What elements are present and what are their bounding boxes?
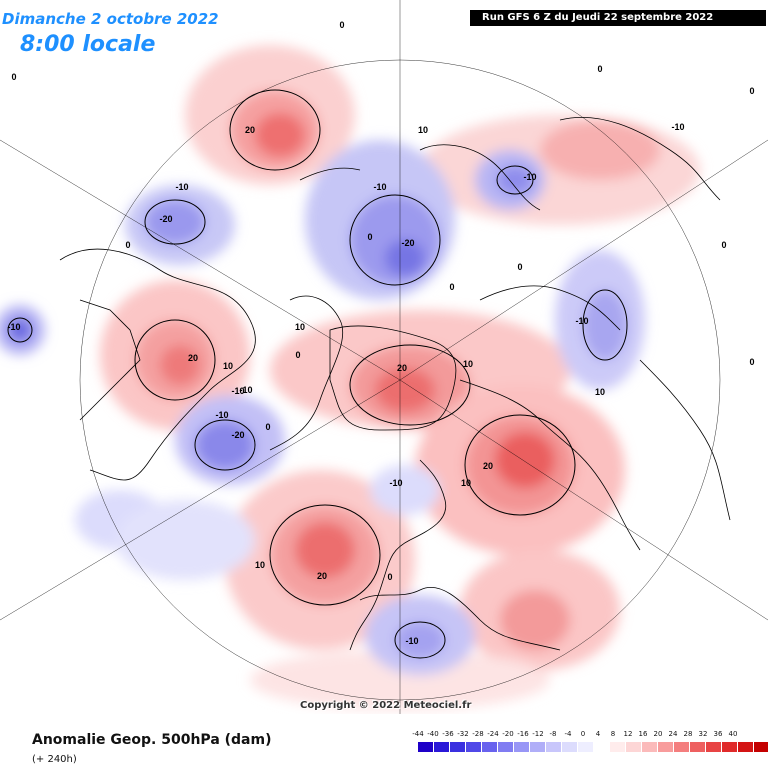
contour-label: 0 [339, 20, 344, 30]
contour-label: 20 [397, 363, 407, 373]
contour-label: 10 [595, 387, 605, 397]
legend-label: 8 [610, 730, 616, 738]
contour-label: 20 [188, 353, 198, 363]
legend-swatch [418, 742, 434, 752]
legend-swatch [434, 742, 450, 752]
contour-label: -10 [389, 478, 402, 488]
map-title: Anomalie Geop. 500hPa (dam) [32, 732, 272, 748]
legend-labels: -44 -40 -36 -32 -28 -24 -20 -16 -12 -8 -4 0 4 8 12 16 20… [412, 730, 746, 740]
coastlines [59, 116, 731, 651]
legend-swatch [546, 742, 562, 752]
contour-label: 0 [597, 64, 602, 74]
legend-swatch [482, 742, 498, 752]
graticule [0, 0, 768, 714]
contour-label: 20 [483, 461, 493, 471]
legend-swatch [578, 742, 594, 752]
legend-swatch [514, 742, 530, 752]
legend-label: -32 [457, 730, 469, 738]
contour-label: -10 [215, 410, 228, 420]
contour-label: 0 [125, 240, 130, 250]
legend-swatch [610, 742, 626, 752]
legend-label: -16 [517, 730, 529, 738]
contours [7, 89, 628, 659]
legend-label: 24 [668, 730, 678, 738]
contour-label: 0 [749, 86, 754, 96]
contour-label: -20 [231, 430, 244, 440]
forecast-time: 8:00 locale [20, 32, 156, 57]
contour-label: -20 [401, 238, 414, 248]
legend-swatch [722, 742, 738, 752]
legend-swatch [562, 742, 578, 752]
anomaly-field [0, 45, 700, 710]
forecast-date: Dimanche 2 octobre 2022 [2, 10, 219, 28]
footer: Anomalie Geop. 500hPa (dam) (+ 240h) -44… [0, 714, 768, 768]
legend-swatch [658, 742, 674, 752]
contour-label: 10 [223, 361, 233, 371]
legend-label: -8 [549, 730, 557, 738]
contour-label: 0 [449, 282, 454, 292]
legend-label: 32 [698, 730, 708, 738]
legend-swatch [626, 742, 642, 752]
contour-label: 0 [721, 240, 726, 250]
legend-label: -40 [427, 730, 439, 738]
run-info: Run GFS 6 Z du Jeudi 22 septembre 2022 [470, 10, 766, 26]
contour-label: 10 [255, 560, 265, 570]
legend-swatch [674, 742, 690, 752]
legend-label: 16 [638, 730, 648, 738]
legend-swatch [642, 742, 658, 752]
contour-label: 10 [418, 125, 428, 135]
legend-label: 12 [623, 730, 633, 738]
legend-label: 0 [580, 730, 586, 738]
contour-label: -10 [405, 636, 418, 646]
legend-label: -12 [532, 730, 544, 738]
contour-label: 0 [265, 422, 270, 432]
legend-label: 28 [683, 730, 693, 738]
legend-label: -28 [472, 730, 484, 738]
contour-label: -20 [159, 214, 172, 224]
legend-label: 20 [653, 730, 663, 738]
legend-swatch [706, 742, 722, 752]
contour-label: 20 [317, 571, 327, 581]
contour-label: 0 [517, 262, 522, 272]
legend-label: -24 [487, 730, 499, 738]
contour-label: -10 [7, 322, 20, 332]
legend-label: -44 [412, 730, 424, 738]
legend-swatch [466, 742, 482, 752]
legend-label: -4 [564, 730, 572, 738]
legend-swatch [738, 742, 754, 752]
legend-swatch [594, 742, 610, 752]
color-legend: -44 -40 -36 -32 -28 -24 -20 -16 -12 -8 -4 0 4 8 12 16 20… [412, 730, 768, 760]
legend-swatch [530, 742, 546, 752]
contour-label: -10 [239, 385, 252, 395]
legend-bar [418, 742, 768, 752]
contour-label: 0 [749, 357, 754, 367]
legend-swatch [498, 742, 514, 752]
contour-label: -10 [523, 172, 536, 182]
contour-label: -10 [231, 386, 244, 396]
contour-label: 0 [11, 72, 16, 82]
contour-label: 10 [463, 359, 473, 369]
legend-swatch [690, 742, 706, 752]
contour-label: 0 [367, 232, 372, 242]
contour-label: 0 [387, 572, 392, 582]
contour-label: 10 [461, 478, 471, 488]
contour-label: -10 [575, 316, 588, 326]
contour-label: -10 [175, 182, 188, 192]
contour-label: -10 [671, 122, 684, 132]
legend-swatch [754, 742, 768, 752]
legend-label: -20 [502, 730, 514, 738]
legend-label: 4 [595, 730, 601, 738]
legend-label: 40 [728, 730, 738, 738]
legend-label: -36 [442, 730, 454, 738]
contour-label: 10 [295, 322, 305, 332]
forecast-lead: (+ 240h) [32, 754, 77, 765]
legend-label: 36 [713, 730, 723, 738]
legend-swatch [450, 742, 466, 752]
contour-label: -10 [373, 182, 386, 192]
contour-label: 20 [245, 125, 255, 135]
contour-label: 0 [295, 350, 300, 360]
copyright: Copyright © 2022 Meteociel.fr [300, 700, 472, 711]
